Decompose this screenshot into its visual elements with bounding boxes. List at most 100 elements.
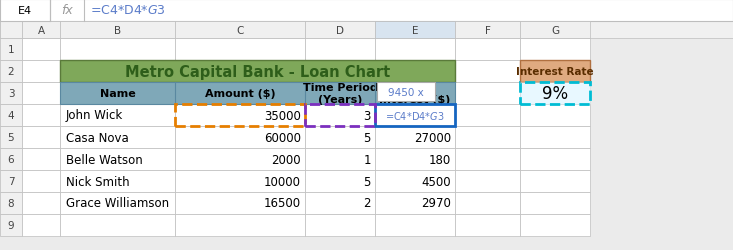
Text: C: C	[236, 26, 243, 35]
Bar	[305, 61, 375, 83]
Bar	[60, 83, 455, 104]
Bar	[305, 22, 375, 39]
Text: Amount ($): Amount ($)	[205, 89, 276, 99]
Bar	[520, 61, 590, 83]
Text: OfficeWheel: OfficeWheel	[276, 176, 344, 186]
Text: 35000: 35000	[264, 109, 301, 122]
Bar	[305, 39, 375, 61]
Bar	[22, 22, 60, 39]
Bar	[60, 61, 175, 83]
Bar	[377, 83, 435, 102]
Text: Belle Watson: Belle Watson	[66, 153, 143, 166]
Bar	[520, 22, 590, 39]
Text: E4: E4	[18, 6, 32, 16]
Text: Metro Capital Bank - Loan Chart: Metro Capital Bank - Loan Chart	[125, 64, 390, 79]
Bar	[305, 214, 375, 236]
Bar	[375, 104, 455, 126]
Bar	[305, 170, 375, 192]
Bar	[0, 83, 22, 104]
Bar	[0, 0, 733, 22]
Text: Casa Nova: Casa Nova	[66, 131, 129, 144]
Bar	[175, 83, 305, 104]
Bar	[455, 214, 520, 236]
Bar	[175, 126, 305, 148]
Bar	[60, 104, 175, 126]
Text: 8: 8	[7, 198, 15, 208]
Text: 4500: 4500	[421, 175, 451, 188]
Bar	[375, 83, 455, 104]
Bar	[375, 214, 455, 236]
Bar	[305, 104, 375, 126]
Text: 10000: 10000	[264, 175, 301, 188]
Bar	[455, 83, 520, 104]
Bar	[60, 22, 175, 39]
Text: Name: Name	[100, 89, 136, 99]
Bar	[175, 148, 305, 170]
Text: Nick Smith: Nick Smith	[66, 175, 130, 188]
Text: Interest Rate: Interest Rate	[516, 67, 594, 77]
Text: F: F	[485, 26, 490, 35]
Text: 2: 2	[364, 197, 371, 210]
Bar	[0, 126, 22, 148]
Bar	[22, 192, 60, 214]
Bar	[375, 192, 455, 214]
Bar	[60, 83, 175, 104]
Bar	[455, 39, 520, 61]
Bar	[455, 61, 520, 83]
Bar	[60, 39, 175, 61]
Bar	[375, 39, 455, 61]
Bar	[60, 126, 175, 148]
Bar	[375, 148, 455, 170]
Bar	[60, 192, 175, 214]
Text: 7: 7	[7, 176, 15, 186]
Bar	[375, 126, 455, 148]
Bar	[0, 22, 733, 39]
Bar	[520, 214, 590, 236]
Bar	[22, 170, 60, 192]
Bar	[22, 126, 60, 148]
Bar	[0, 39, 22, 61]
Text: 5: 5	[364, 131, 371, 144]
Bar	[175, 22, 305, 39]
Bar	[22, 214, 60, 236]
Bar	[60, 61, 455, 83]
Text: fx: fx	[61, 4, 73, 18]
Bar	[520, 61, 590, 83]
Text: Time Period
(Years): Time Period (Years)	[303, 83, 377, 104]
Bar	[0, 214, 22, 236]
Bar	[0, 170, 22, 192]
Bar	[0, 104, 22, 126]
Text: John Wick: John Wick	[66, 109, 123, 122]
Bar	[520, 83, 590, 104]
Bar	[305, 83, 375, 104]
Bar	[22, 148, 60, 170]
Bar	[175, 104, 305, 126]
Text: 9%: 9%	[542, 85, 568, 102]
Text: 16500: 16500	[264, 197, 301, 210]
Bar	[520, 170, 590, 192]
Bar	[455, 148, 520, 170]
Text: 5: 5	[364, 175, 371, 188]
Text: 180: 180	[429, 153, 451, 166]
Text: 6: 6	[7, 154, 15, 164]
Bar	[175, 170, 305, 192]
Bar	[0, 0, 50, 22]
Bar	[175, 192, 305, 214]
Bar	[375, 170, 455, 192]
Bar	[60, 170, 175, 192]
Bar	[520, 104, 590, 126]
Text: 60000: 60000	[264, 131, 301, 144]
Bar	[455, 192, 520, 214]
Bar	[375, 104, 455, 126]
Text: 1: 1	[364, 153, 371, 166]
Text: 1: 1	[7, 45, 15, 55]
Bar	[520, 39, 590, 61]
Bar	[305, 192, 375, 214]
Bar	[455, 22, 520, 39]
Bar	[455, 170, 520, 192]
Bar	[0, 22, 22, 39]
Bar	[175, 61, 305, 83]
Bar	[22, 39, 60, 61]
Text: 4: 4	[7, 110, 15, 120]
Bar	[60, 214, 175, 236]
